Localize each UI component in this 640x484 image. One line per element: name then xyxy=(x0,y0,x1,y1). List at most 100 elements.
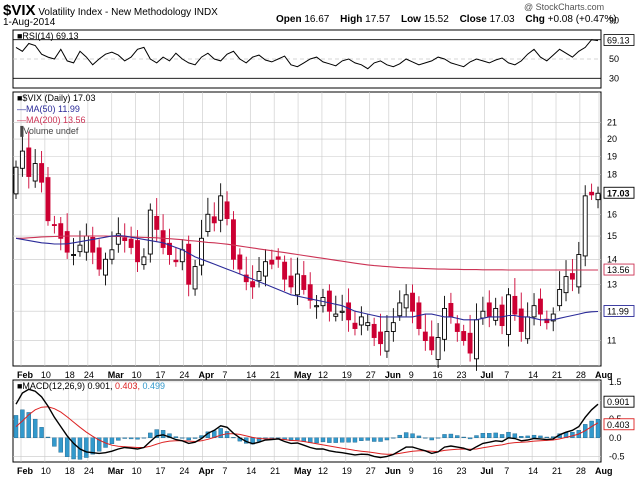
price-x-tick-label: 17 xyxy=(156,370,166,380)
price-x-tick-label: 21 xyxy=(552,370,562,380)
macd-histogram-bar xyxy=(589,420,594,438)
candle-body xyxy=(167,242,172,255)
price-value-box xyxy=(603,305,635,317)
price-value-box xyxy=(603,186,635,199)
price-tick-label: 20 xyxy=(607,134,617,144)
price-x-tick-label: Mar xyxy=(108,370,125,380)
open-value: 16.67 xyxy=(304,14,330,25)
candle-body xyxy=(467,332,473,354)
candle-body xyxy=(224,201,230,219)
change-label: Chg xyxy=(525,14,545,25)
macd-histogram-bar xyxy=(359,437,364,441)
rsi-tick-label: 50 xyxy=(609,54,619,64)
candle-body xyxy=(582,195,588,257)
macd-histogram-bar xyxy=(90,437,95,455)
macd-histogram-bar xyxy=(435,437,441,439)
macd-histogram-bar xyxy=(128,437,134,440)
macd-value-box xyxy=(603,418,635,431)
macd-histogram-bar xyxy=(333,437,338,443)
macd-histogram-bar xyxy=(314,437,319,444)
candle-body xyxy=(179,249,185,263)
macd-histogram-bar xyxy=(371,437,377,442)
symbol-label: $VIX xyxy=(3,2,36,19)
candle-body xyxy=(141,256,147,266)
rsi-legend: ■RSI(14) 69.13 xyxy=(17,31,78,41)
macd-histogram-bar xyxy=(218,428,223,438)
price-tick-label: 18 xyxy=(607,170,617,180)
price-x-tick-label: 7 xyxy=(504,370,509,380)
macd-histogram-bar xyxy=(346,437,351,443)
macd-histogram-bar xyxy=(487,433,492,438)
macd-legend-part: 0.403, xyxy=(115,381,143,391)
macd-histogram-bar xyxy=(58,437,63,453)
close-label: Close xyxy=(459,14,487,25)
candle-body xyxy=(90,236,96,253)
candle-body xyxy=(231,219,236,260)
macd-signal-line xyxy=(15,406,599,455)
macd-x-tick-label: 14 xyxy=(246,466,256,476)
candle-body xyxy=(410,292,415,312)
macd-histogram-bar xyxy=(122,437,127,439)
price-tick-label: 16 xyxy=(607,209,617,219)
exchange-label: INDX xyxy=(193,7,218,18)
candle-body xyxy=(211,216,217,224)
macd-tick-label: 0.0 xyxy=(609,433,622,443)
price-x-tick-label: 10 xyxy=(132,370,142,380)
price-tick-label: 15 xyxy=(607,231,617,241)
macd-x-tick-label: 18 xyxy=(65,466,75,476)
candle-body xyxy=(77,244,83,253)
rsi-value-label: 69.13 xyxy=(607,36,630,46)
macd-histogram-bar xyxy=(531,434,537,438)
chart-title: $VIX Volatility Index - New Methodology … xyxy=(3,2,218,19)
ohlc-summary: Open 16.67 High 17.57 Low 15.52 Close 17… xyxy=(276,14,625,25)
candle-body xyxy=(64,231,70,253)
macd-histogram-bar xyxy=(327,437,332,443)
price-value-label: 17.03 xyxy=(607,188,630,198)
candle-body xyxy=(448,303,454,318)
macd-tick-label: 1.5 xyxy=(609,377,622,387)
candle-body xyxy=(314,305,320,308)
candle-body xyxy=(346,302,352,321)
change-value: +0.08 (+0.47%) xyxy=(547,14,617,25)
candle-body xyxy=(294,273,300,296)
price-x-tick-label: 19 xyxy=(342,370,352,380)
macd-histogram-bar xyxy=(135,437,140,440)
macd-histogram-bar xyxy=(499,434,505,438)
candle-body xyxy=(422,331,428,342)
macd-histogram-bar xyxy=(295,437,300,441)
candle-body xyxy=(506,294,511,335)
macd-histogram-bar xyxy=(52,437,57,447)
candle-body xyxy=(537,298,543,315)
price-x-tick-label: 21 xyxy=(270,370,280,380)
macd-x-tick-label: 23 xyxy=(456,466,466,476)
price-x-tick-label: 27 xyxy=(366,370,376,380)
candle-body xyxy=(147,209,153,255)
price-x-tick-label: 24 xyxy=(84,370,94,380)
macd-histogram-bar xyxy=(448,433,454,438)
macd-histogram-bar xyxy=(231,437,236,439)
macd-histogram-bar xyxy=(154,429,159,438)
price-x-tick-label: 16 xyxy=(433,370,443,380)
macd-histogram-bar xyxy=(480,433,486,438)
macd-histogram-bar xyxy=(148,432,153,438)
candle-body xyxy=(19,150,25,169)
candle-body xyxy=(58,223,64,239)
macd-value-label: 0.901 xyxy=(607,397,630,407)
candle-body xyxy=(26,147,32,177)
candle-body xyxy=(550,313,556,322)
candle-body xyxy=(326,290,332,312)
macd-x-tick-label: 10 xyxy=(41,466,51,476)
low-value: 15.52 xyxy=(423,14,449,25)
macd-x-tick-label: Jul xyxy=(480,466,493,476)
candle-body xyxy=(525,316,531,340)
rsi-tick-label: 90 xyxy=(609,15,619,25)
candle-body xyxy=(115,233,121,245)
macd-histogram-bar xyxy=(192,437,198,439)
candle-body xyxy=(199,237,204,266)
candle-body xyxy=(282,261,288,280)
candle-body xyxy=(218,195,224,221)
candle-body xyxy=(474,319,479,360)
candle-body xyxy=(96,247,102,270)
high-label: High xyxy=(340,14,363,25)
